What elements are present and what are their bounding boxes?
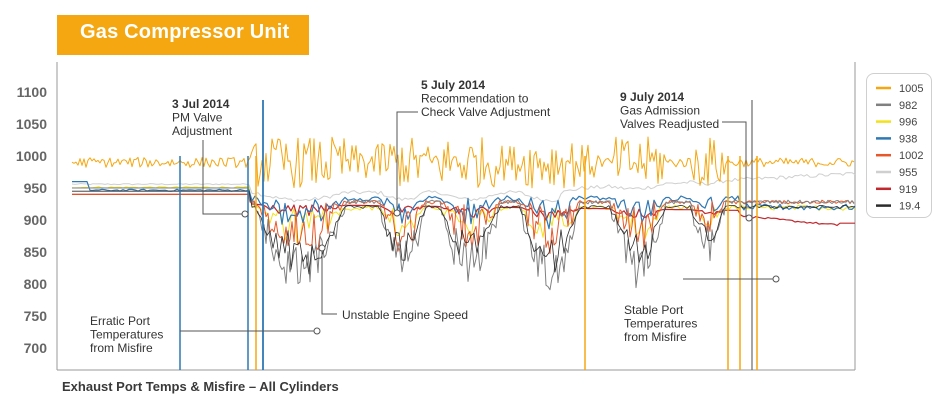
annotation-line: Temperatures: [624, 317, 697, 331]
series-line-982: [72, 187, 855, 291]
legend-label-938: 938: [899, 133, 917, 145]
leader-dot-pm-valve: [241, 210, 249, 218]
legend-label-996: 996: [899, 117, 917, 129]
y-tick-label: 750: [24, 308, 48, 324]
legend-label-982: 982: [899, 100, 917, 112]
annotation-line: Erratic Port: [90, 314, 151, 328]
y-tick-label: 1000: [16, 148, 47, 164]
annotation-line: 9 July 2014: [620, 90, 684, 104]
annotation-line: Stable Port: [624, 303, 684, 317]
y-tick-label: 800: [24, 276, 48, 292]
leader-dot-stable: [772, 275, 780, 283]
y-tick-label: 850: [24, 244, 48, 260]
y-tick-label: 1100: [17, 84, 48, 100]
series-line-1002: [72, 193, 855, 255]
legend: 1005 982 996 938 1002 955 919 19.4: [866, 73, 932, 218]
leader-pm-valve: [202, 140, 245, 215]
annotation-line: Unstable Engine Speed: [342, 308, 468, 322]
x-axis-caption: Exhaust Port Temps & Misfire – All Cylin…: [62, 379, 339, 394]
title-banner: [57, 15, 309, 55]
annotation-line: Recommendation to: [421, 92, 529, 106]
leader-dot-erratic: [313, 327, 321, 335]
annotation-line: 3 Jul 2014: [172, 97, 230, 111]
annotation-line: from Misfire: [624, 330, 687, 344]
annotation-1: 3 Jul 2014 PM Valve Adjustment: [172, 97, 233, 138]
annotation-5: Unstable Engine Speed: [342, 308, 468, 322]
annotation-line: Adjustment: [172, 124, 233, 138]
legend-label-955: 955: [899, 167, 917, 179]
annotation-line: Valves Readjusted: [620, 117, 719, 131]
legend-label-919: 919: [899, 184, 917, 196]
leader-check-valve: [396, 111, 418, 213]
series-line-1005: [71, 136, 855, 189]
annotation-line: Check Valve Adjustment: [421, 105, 551, 119]
annotation-4: Erratic Port Temperatures from Misfire: [90, 314, 163, 355]
y-tick-label: 900: [24, 212, 48, 228]
leader-gas-admission: [722, 121, 747, 218]
annotation-6: Stable Port Temperatures from Misfire: [624, 303, 697, 344]
annotation-line: Temperatures: [90, 328, 163, 342]
annotation-2: 5 July 2014 Recommendation to Check Valve …: [421, 78, 551, 119]
leader-dot-unstable: [318, 244, 326, 252]
leader-dot-check-valve: [393, 209, 401, 217]
series-line-19.4: [72, 190, 856, 275]
annotation-3: 9 July 2014 Gas Admission Valves Readjuste…: [620, 90, 719, 131]
annotation-line: from Misfire: [90, 341, 153, 355]
annotation-line: Gas Admission: [620, 104, 700, 118]
y-tick-label: 1050: [16, 116, 47, 132]
y-tick-label: 700: [24, 340, 48, 356]
leader-unstable: [321, 248, 337, 315]
annotation-line: 5 July 2014: [421, 78, 485, 92]
legend-label-1002: 1002: [899, 150, 923, 162]
legend-label-19.4: 19.4: [899, 201, 920, 213]
legend-label-1005: 1005: [899, 83, 923, 95]
chart-title: Gas Compressor Unit: [80, 21, 290, 43]
leader-dot-gas-admission: [745, 214, 753, 222]
annotation-line: PM Valve: [172, 111, 223, 125]
y-tick-label: 950: [24, 180, 48, 196]
